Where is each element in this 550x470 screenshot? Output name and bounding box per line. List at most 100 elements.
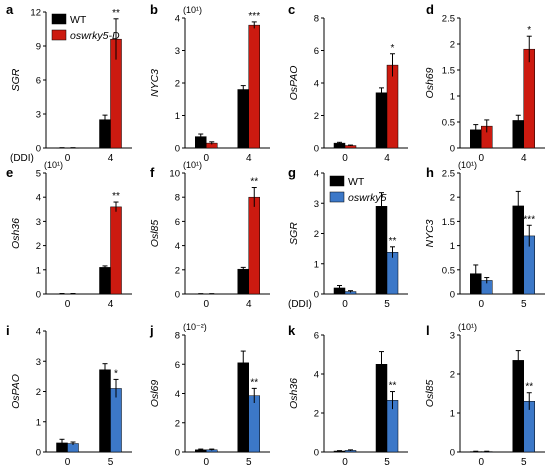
y-tick-label-j: 0 (175, 448, 180, 459)
y-tick-label-d: 0.5 (442, 118, 455, 129)
y-tick-label-d: 2.5 (442, 14, 455, 25)
significance-label-j: ** (250, 377, 258, 388)
y-tick-label-h: 2 (450, 193, 455, 204)
x-tick-label-l: 0 (478, 457, 484, 468)
significance-label-b: *** (248, 11, 260, 22)
y-tick-label-h: 1.5 (442, 217, 455, 228)
x-tick-label-b: 0 (203, 153, 209, 164)
panel-letter-i: i (6, 323, 10, 338)
y-tick-label-b: 4 (175, 14, 180, 25)
significance-label-k: ** (389, 381, 397, 392)
panel-j: j 0 2 4 6 8(10⁻²) Osl69 0 5 ** (149, 322, 270, 468)
x-tick-label-f: 4 (246, 299, 252, 310)
y-tick-label-f: 10 (169, 169, 180, 180)
y-tick-label-c: 2 (314, 111, 319, 122)
panel-letter-l: l (426, 323, 430, 338)
bar-c-WT-4 (375, 92, 388, 149)
y-tick-label-f: 0 (175, 290, 180, 301)
y-tick-label-g: 3 (314, 199, 319, 210)
y-tick-label-e: 3 (36, 217, 41, 228)
bar-d-oswrky5-D-4 (523, 48, 535, 149)
y-axis-label-d: Osh69 (424, 67, 436, 98)
y-tick-label-i: 3 (36, 357, 41, 368)
y-tick-label-g: 4 (314, 169, 319, 180)
y-tick-label-k: 2 (314, 409, 319, 420)
legend-label-a: oswrky5-D (70, 30, 120, 42)
x-tick-label-i: 5 (108, 457, 114, 468)
panel-letter-h: h (426, 165, 434, 180)
panel-i: i 0 1 2 3 4 OsPAO 0 5 * (6, 323, 132, 468)
legend-label-g: oswrky5 (348, 192, 387, 204)
y-tick-label-f: 4 (175, 241, 180, 252)
y-tick-label-e: 2 (36, 241, 41, 252)
bar-j-WT-5 (237, 362, 249, 453)
y-tick-label-b: 0 (175, 144, 180, 155)
panel-f: f 0 2 4 6 8 10(10¹) Osl85 0 4 ** (149, 160, 270, 310)
y-tick-label-b: 1 (175, 111, 180, 122)
y-tick-label-i: 1 (36, 417, 41, 428)
y-tick-label-a: 3 (36, 110, 41, 121)
panel-h: h 0 0.5 1 1.5 2 2.5(10¹) NYC3 0 5 *** (424, 160, 545, 310)
y-tick-label-j: 8 (175, 331, 180, 342)
x-tick-label-a: 4 (108, 153, 114, 164)
bar-g-oswrky5-5 (386, 252, 399, 295)
panel-letter-j: j (149, 323, 154, 338)
significance-label-l: ** (525, 382, 533, 393)
x-tick-label-k: 5 (384, 457, 390, 468)
bar-f-oswrky5-D-4 (248, 196, 260, 295)
panel-d: d 0 0.5 1 1.5 2 2.5 Osh69 0 4 * (424, 2, 545, 164)
x-tick-label-k: 0 (342, 457, 348, 468)
x-tick-label-a: 0 (65, 153, 71, 164)
y-tick-label-g: 0 (314, 290, 319, 301)
y-axis-label-j: Osl69 (149, 380, 161, 408)
panel-letter-g: g (288, 165, 296, 180)
y-tick-label-l: 1 (450, 409, 455, 420)
y-tick-label-e: 4 (36, 193, 41, 204)
y-axis-label-k: Osh36 (288, 378, 300, 409)
y-tick-label-h: 0 (450, 290, 455, 301)
y-tick-label-f: 8 (175, 193, 180, 204)
significance-label-f: ** (250, 177, 258, 188)
significance-label-e: ** (112, 191, 120, 202)
y-tick-label-f: 6 (175, 217, 180, 228)
x-tick-label-d: 0 (478, 153, 484, 164)
bar-l-WT-5 (512, 360, 524, 453)
significance-label-h: *** (523, 214, 535, 225)
y-tick-label-a: 9 (36, 42, 41, 53)
axis-multiplier-j: (10⁻²) (183, 322, 207, 332)
y-axis-label-l: Osl85 (424, 380, 436, 408)
y-tick-label-a: 12 (30, 8, 41, 19)
y-tick-label-c: 0 (314, 144, 319, 155)
legend-label-a: WT (70, 14, 87, 26)
panel-e: e 0 1 2 3 4 5(10¹) Osh36 0 4 ** (6, 160, 132, 310)
x-tick-label-h: 0 (478, 299, 484, 310)
significance-label-d: * (527, 25, 531, 36)
x-tick-label-e: 0 (65, 299, 71, 310)
significance-label-c: * (391, 43, 395, 54)
panel-letter-b: b (150, 2, 158, 17)
panel-g: g 0 1 2 3 4 SGR 0 5 ** (DDI) (288, 165, 408, 310)
y-axis-label-g: SGR (288, 222, 300, 245)
panel-letter-k: k (288, 323, 296, 338)
y-tick-label-j: 2 (175, 418, 180, 429)
bar-k-WT-5 (375, 364, 388, 453)
y-tick-label-i: 2 (36, 387, 41, 398)
legend-g: WT oswrky5 (329, 175, 387, 204)
panel-letter-f: f (150, 165, 155, 180)
panel-letter-c: c (288, 2, 295, 17)
y-tick-label-i: 0 (36, 448, 41, 459)
y-axis-label-a: SGR (10, 68, 22, 91)
y-tick-label-j: 6 (175, 360, 180, 371)
y-axis-label-h: NYC3 (424, 219, 436, 247)
significance-label-i: * (114, 368, 118, 379)
bar-i-WT-5 (99, 369, 111, 453)
bar-e-WT-4 (99, 267, 111, 295)
x-tick-label-j: 0 (203, 457, 209, 468)
axis-multiplier-e: (10¹) (44, 160, 63, 170)
y-tick-label-f: 2 (175, 265, 180, 276)
y-tick-label-l: 3 (450, 331, 455, 342)
y-tick-label-k: 6 (314, 331, 319, 342)
y-tick-label-j: 4 (175, 389, 180, 400)
